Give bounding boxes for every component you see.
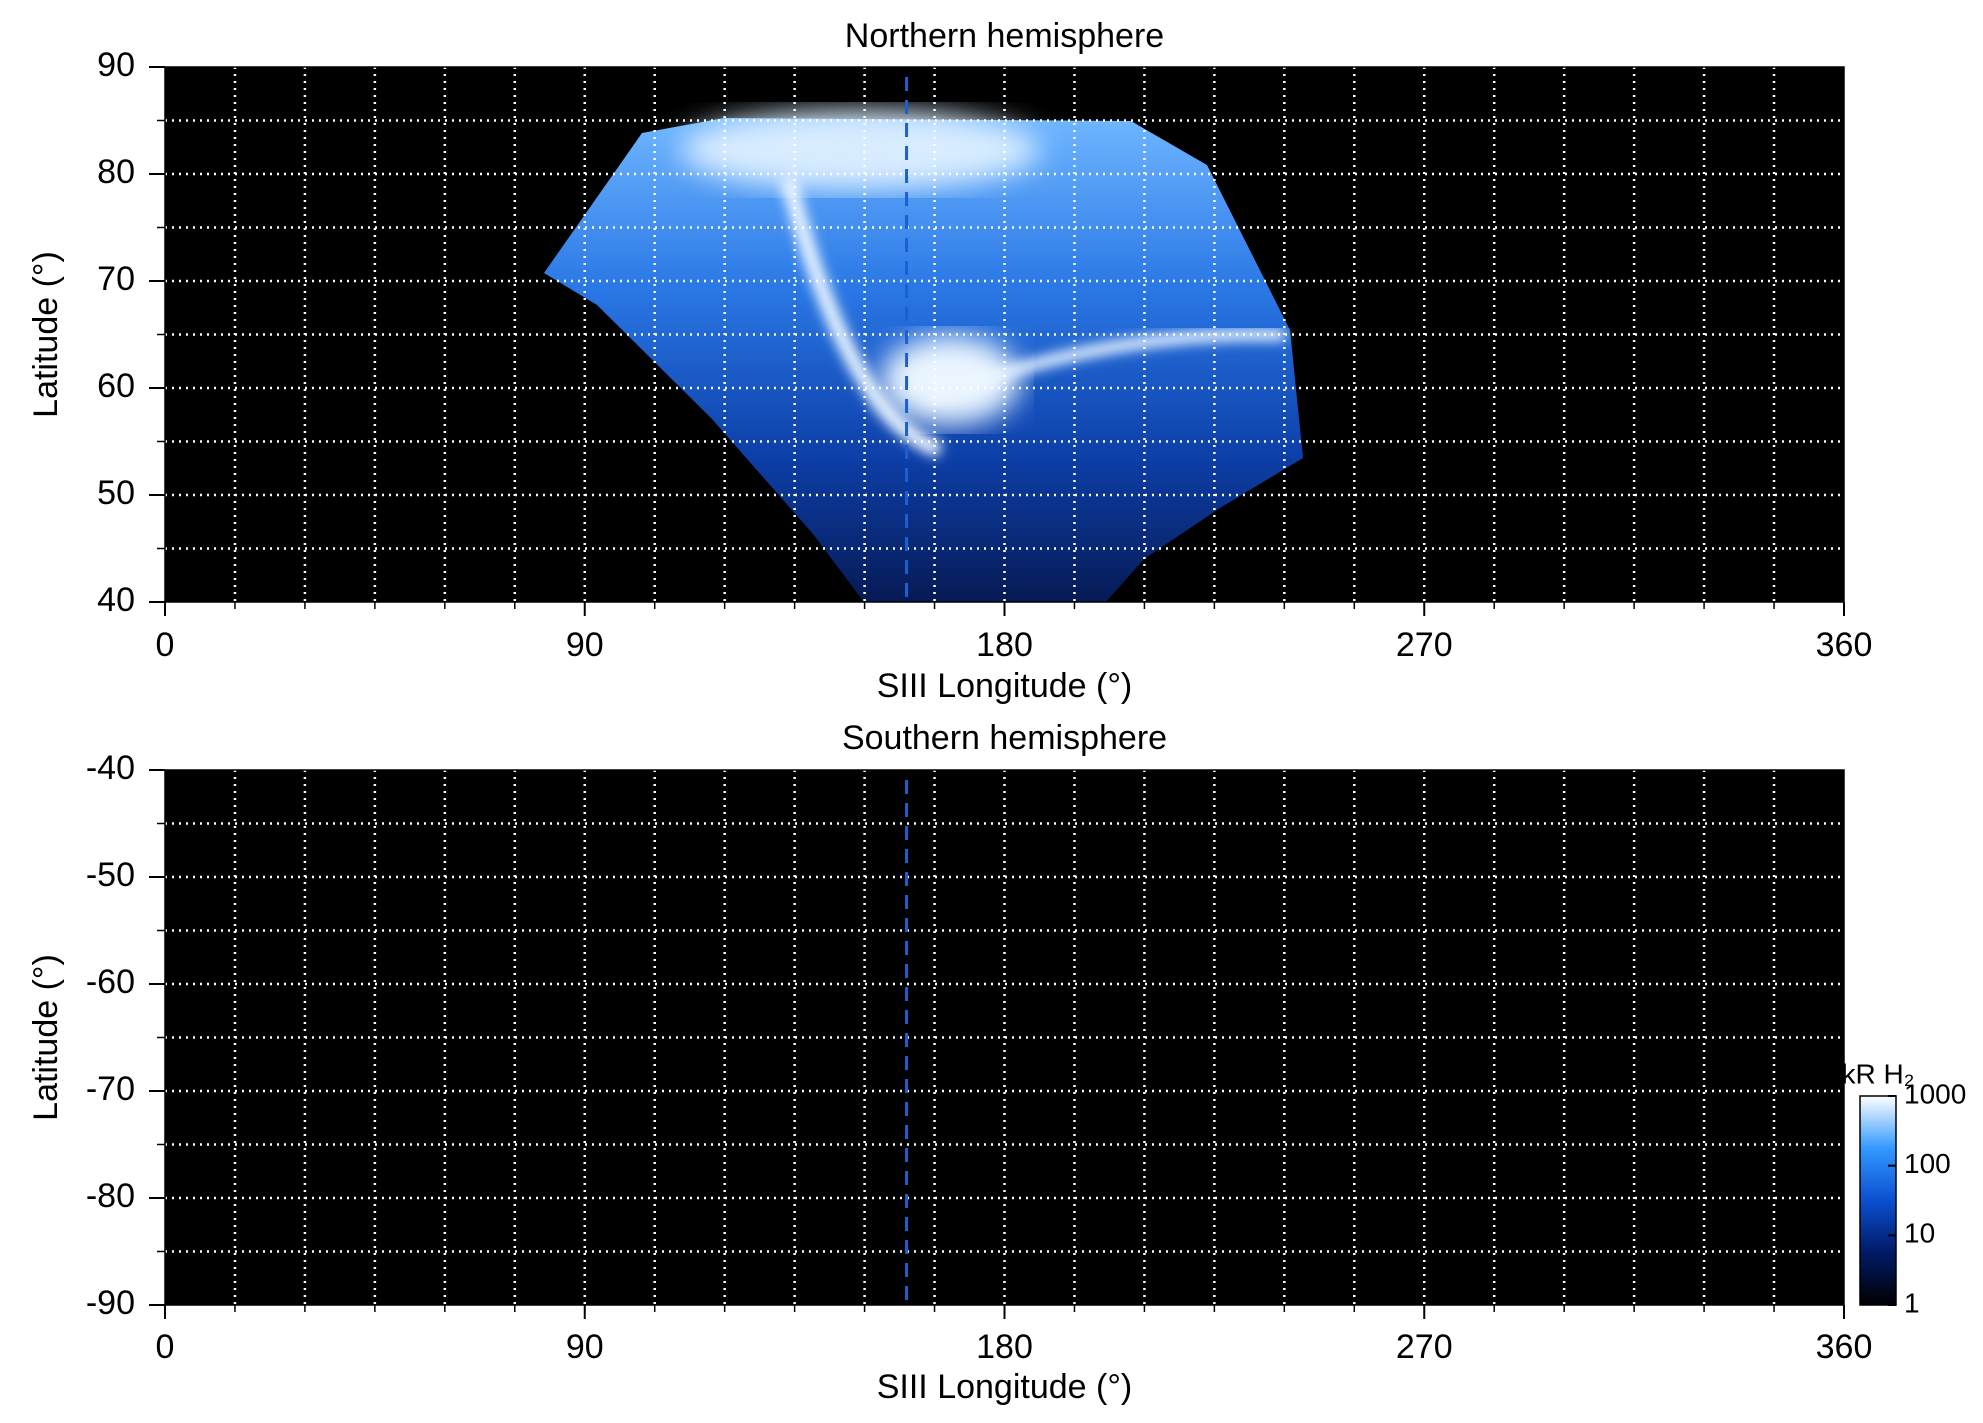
y-tick-label: -50	[86, 856, 135, 894]
y-tick-label: 80	[97, 153, 135, 191]
aurora-image	[544, 110, 1303, 602]
colorbar-tick-label: 1000	[1904, 1078, 1966, 1109]
y-axis-label: Latitude (°)	[27, 251, 65, 418]
plot-frame	[164, 769, 1845, 1306]
x-tick-label: 90	[566, 626, 604, 664]
y-tick-label: -70	[86, 1070, 135, 1108]
x-tick-label: 270	[1396, 1328, 1453, 1366]
x-tick-label: 180	[976, 1328, 1033, 1366]
colorbar-tick-label: 1	[1904, 1287, 1920, 1318]
y-tick-label: 40	[97, 581, 135, 619]
x-axis-label: SIII Longitude (°)	[877, 1368, 1133, 1406]
y-tick-label: 60	[97, 367, 135, 405]
x-tick-label: 90	[566, 1328, 604, 1366]
x-tick-label: 0	[156, 626, 175, 664]
x-tick-label: 0	[156, 1328, 175, 1366]
chart-title: Northern hemisphere	[845, 17, 1164, 55]
x-axis-label: SIII Longitude (°)	[877, 667, 1133, 705]
plot-frame	[164, 66, 1845, 603]
colorbar-label: kR H₂	[1841, 1058, 1914, 1089]
x-tick-label: 360	[1816, 626, 1873, 664]
y-tick-label: 50	[97, 474, 135, 512]
y-tick-label: -90	[86, 1284, 135, 1322]
y-tick-label: -80	[86, 1177, 135, 1215]
y-tick-label: -40	[86, 749, 135, 787]
y-tick-label: -60	[86, 963, 135, 1001]
colorbar-scale	[1859, 1095, 1897, 1306]
x-tick-label: 270	[1396, 626, 1453, 664]
y-tick-label: 90	[97, 46, 135, 84]
aurora-spot	[880, 335, 1020, 425]
aurora-cap	[680, 110, 1040, 190]
aurora-oval	[780, 176, 943, 458]
x-tick-label: 180	[976, 626, 1033, 664]
y-tick-label: 70	[97, 260, 135, 298]
y-axis-label: Latitude (°)	[27, 954, 65, 1121]
colorbar-tick-label: 10	[1904, 1218, 1935, 1249]
chart-title: Southern hemisphere	[842, 719, 1167, 757]
colorbar-tick-label: 100	[1904, 1148, 1951, 1179]
x-tick-label: 360	[1816, 1328, 1873, 1366]
